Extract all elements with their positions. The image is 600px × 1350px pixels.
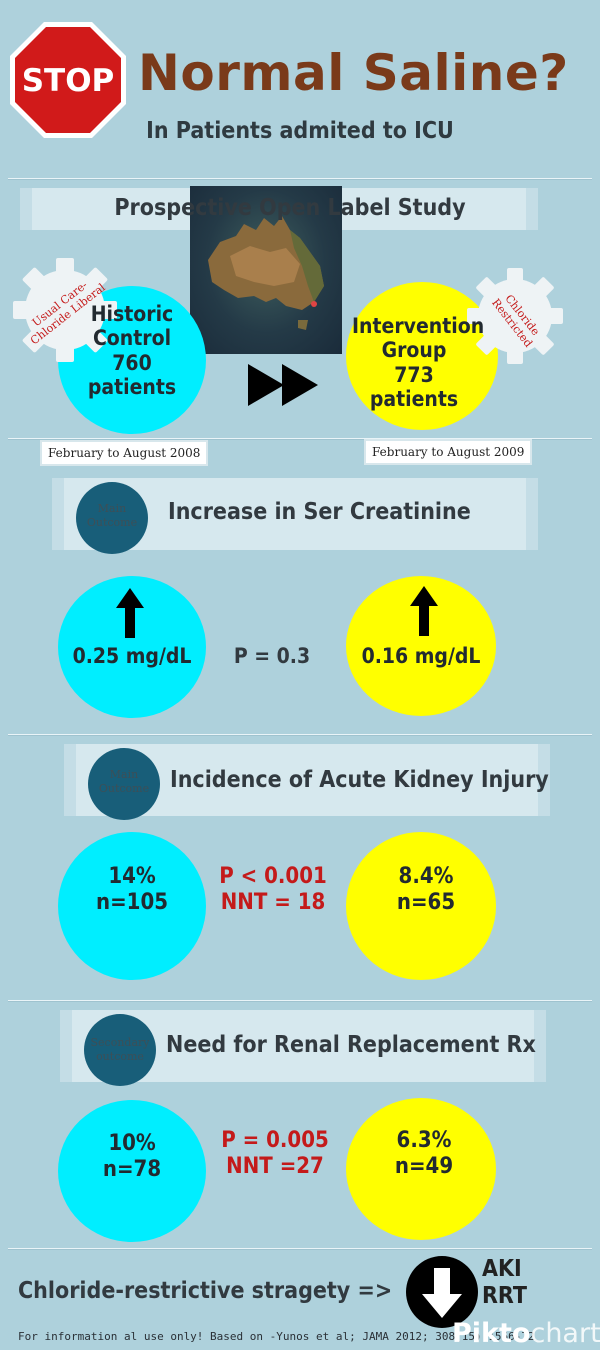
outcome3-control-circle (58, 1100, 206, 1242)
fast-forward-icon (248, 364, 318, 406)
control-group-text: Historic Control 760 patients (87, 302, 177, 400)
intervention-group-text: Intervention Group 773 patients (352, 314, 485, 412)
divider (8, 438, 592, 440)
divider (8, 178, 592, 180)
study-design-label: Prospective Open Label Study (114, 195, 466, 221)
up-arrow-icon (410, 586, 438, 636)
outcome2-stats: P < 0.001 NNT = 18 (219, 864, 327, 915)
outcome3-badge: Secondary outcome (84, 1014, 156, 1086)
outcome2-control-circle (58, 832, 206, 980)
outcome2-intervention-text: 8.4% n=65 (396, 864, 456, 915)
stop-sign-text: STOP (22, 63, 115, 99)
intervention-group-circle (346, 282, 498, 430)
outcome1-p-value: P = 0.3 (233, 644, 311, 668)
divider (8, 1000, 592, 1002)
outcome3-intervention-circle (346, 1098, 496, 1240)
outcome2-badge: Main Outcome (88, 748, 160, 820)
outcome3-title: Need for Renal Replacement Rx (166, 1032, 536, 1058)
gear-icon (467, 268, 563, 364)
outcome1-control-value: 0.25 mg/dL (72, 644, 192, 668)
map-of-australia (190, 186, 342, 354)
conclusion-outcomes: AKI RRT (482, 1256, 527, 1309)
gear-icon (13, 258, 117, 362)
outcome2-control-text: 14% n=105 (96, 864, 168, 915)
source-citation: For information al use only! Based on -Y… (18, 1330, 535, 1343)
conclusion-text: Chloride-restrictive stragety => (18, 1278, 393, 1304)
outcome2-intervention-circle (346, 832, 496, 980)
page-title: Normal Saline? (138, 44, 569, 102)
outcome3-intervention-text: 6.3% n=49 (394, 1128, 454, 1179)
divider (8, 734, 592, 736)
stop-sign-icon: STOP (10, 22, 126, 138)
outcome1-title: Increase in Ser Creatinine (168, 499, 471, 525)
page-subtitle: In Patients admited to ICU (146, 118, 454, 144)
outcome2-title: Incidence of Acute Kidney Injury (170, 767, 549, 793)
intervention-date-range: February to August 2009 (366, 441, 531, 463)
outcome1-intervention-value: 0.16 mg/dL (361, 644, 481, 668)
outcome1-badge: Main Outcome (76, 482, 148, 554)
outcome3-control-text: 10% n=78 (102, 1131, 162, 1182)
divider (8, 1248, 592, 1250)
down-arrow-icon (406, 1256, 478, 1328)
outcome3-stats: P = 0.005 NNT =27 (221, 1128, 329, 1179)
up-arrow-icon (116, 588, 144, 638)
piktochart-watermark: Piktochart (452, 1318, 600, 1349)
control-date-range: February to August 2008 (42, 442, 207, 464)
